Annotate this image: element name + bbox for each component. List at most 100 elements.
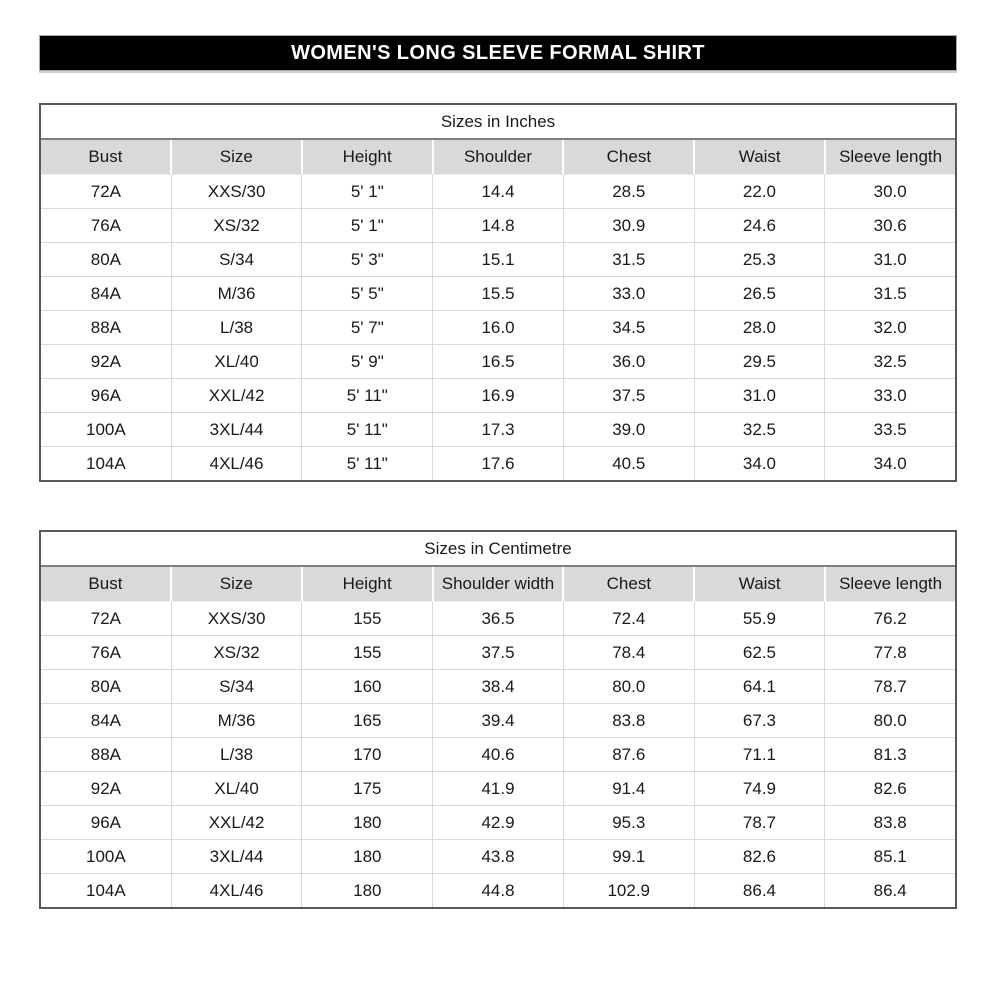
table-row: 92A XL/40 175 41.9 91.4 74.9 82.6 [41,771,955,805]
table-row: 72A XXS/30 5' 1" 14.4 28.5 22.0 30.0 [41,174,955,208]
table-row: 92A XL/40 5' 9" 16.5 36.0 29.5 32.5 [41,344,955,378]
table-cell: 104A [86,880,126,900]
table-cell: 5' 9" [301,345,432,378]
table-cell: 16.9 [432,379,563,412]
table-cell: 99.1 [562,840,694,873]
table-cell: S/34 [170,670,302,703]
table-cell: 31.0 [824,243,955,276]
header-cell: Chest [562,140,694,174]
table-cell: 78.4 [562,636,694,669]
table-row: 104A 4XL/46 5' 11" 17.6 40.5 34.0 34.0 [41,446,955,480]
table-cell: 3XL/44 [170,413,302,446]
inches-size-table: Sizes in Inches Bust Size Height Shoulder Ch… [39,103,957,482]
table-row: 96A XXL/42 5' 11" 16.9 37.5 31.0 33.0 [41,378,955,412]
table-cell: 80.0 [824,704,955,737]
table-cell: 84A [90,710,121,730]
table-cell: 76A [90,642,121,662]
table-cell: S/34 [170,243,302,276]
table-cell: 80A [90,249,121,269]
table-cell: 5' 7" [301,311,432,344]
table-cell: 84A [90,283,121,303]
header-cell: Shoulder width [431,567,563,601]
table-cell: 36.5 [432,602,563,635]
table-cell: 31.5 [562,243,694,276]
table-cell: 29.5 [693,345,825,378]
table-row: 96A XXL/42 180 42.9 95.3 78.7 83.8 [41,805,955,839]
table-cell: XXS/30 [170,175,302,208]
table-cell: 4XL/46 [170,447,302,480]
table-cell: 14.4 [432,175,563,208]
table-cell: 40.5 [562,447,694,480]
table-row: 100A 3XL/44 5' 11" 17.3 39.0 32.5 33.5 [41,412,955,446]
table-cell: 30.0 [824,175,955,208]
page-title-bar: WOMEN'S LONG SLEEVE FORMAL SHIRT [39,35,957,71]
table-cell: 43.8 [432,840,563,873]
table-cell: 175 [301,772,432,805]
table-cell: 77.8 [824,636,955,669]
table-cell: XS/32 [170,636,302,669]
table-cell: 96A [90,385,121,405]
table-cell: 22.0 [693,175,825,208]
table-cell: 155 [301,636,432,669]
table-cell: 100A [86,846,126,866]
table-cell: XXS/30 [170,602,302,635]
table-body: 72A XXS/30 5' 1" 14.4 28.5 22.0 30.0 76A XS/32 5'… [41,174,955,480]
table-cell: 5' 1" [301,175,432,208]
table-row: 84A M/36 5' 5" 15.5 33.0 26.5 31.5 [41,276,955,310]
table-cell: 92A [90,778,121,798]
table-cell: M/36 [170,704,302,737]
table-cell: 15.5 [432,277,563,310]
table-cell: 80.0 [562,670,694,703]
table-cell: 32.0 [824,311,955,344]
header-cell: Chest [562,567,694,601]
table-cell: 5' 5" [301,277,432,310]
header-cell: Sleeve length [824,140,956,174]
table-cell: 170 [301,738,432,771]
table-cell: 38.4 [432,670,563,703]
table-cell: 91.4 [562,772,694,805]
header-cell: Waist [693,140,825,174]
header-cell: Shoulder [431,140,563,174]
table-cell: 37.5 [562,379,694,412]
table-cell: 86.4 [693,874,825,907]
table-title-centimetre: Sizes in Centimetre [41,532,955,567]
table-cell: 33.0 [824,379,955,412]
table-cell: 17.3 [432,413,563,446]
table-cell: 82.6 [824,772,955,805]
table-cell: 37.5 [432,636,563,669]
table-cell: 14.8 [432,209,563,242]
table-cell: 83.8 [824,806,955,839]
table-header-row: Bust Size Height Shoulder Chest Waist Sleeve l… [41,140,956,174]
table-cell: 34.0 [824,447,955,480]
table-cell: 34.5 [562,311,694,344]
table-cell: XXL/42 [170,806,302,839]
table-row: 88A L/38 170 40.6 87.6 71.1 81.3 [41,737,955,771]
table-cell: XS/32 [170,209,302,242]
table-cell: 25.3 [693,243,825,276]
table-cell: 76A [90,215,121,235]
table-cell: 33.5 [824,413,955,446]
table-cell: 78.7 [693,806,825,839]
table-cell: 5' 1" [301,209,432,242]
table-cell: 72A [90,608,121,628]
table-cell: 44.8 [432,874,563,907]
table-cell: 72.4 [562,602,694,635]
table-row: 84A M/36 165 39.4 83.8 67.3 80.0 [41,703,955,737]
table-cell: 180 [301,874,432,907]
table-cell: L/38 [170,738,302,771]
table-cell: 24.6 [693,209,825,242]
table-cell: 17.6 [432,447,563,480]
header-cell: Bust [41,567,170,601]
table-cell: 32.5 [824,345,955,378]
table-cell: 88A [90,317,121,337]
table-cell: 76.2 [824,602,955,635]
table-row: 88A L/38 5' 7" 16.0 34.5 28.0 32.0 [41,310,955,344]
table-cell: XL/40 [170,345,302,378]
table-cell: 40.6 [432,738,563,771]
table-cell: 42.9 [432,806,563,839]
table-cell: 86.4 [824,874,955,907]
table-cell: 74.9 [693,772,825,805]
table-cell: 96A [90,812,121,832]
table-cell: 16.5 [432,345,563,378]
